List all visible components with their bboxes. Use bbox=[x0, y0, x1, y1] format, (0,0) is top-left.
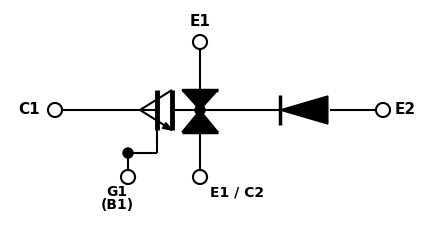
Polygon shape bbox=[181, 90, 218, 110]
Polygon shape bbox=[123, 148, 133, 158]
Polygon shape bbox=[181, 110, 218, 132]
Text: G1: G1 bbox=[106, 185, 127, 199]
Text: (B1): (B1) bbox=[100, 198, 133, 212]
Polygon shape bbox=[162, 123, 172, 130]
Text: E2: E2 bbox=[394, 102, 415, 117]
Polygon shape bbox=[280, 96, 327, 124]
Text: E1 / C2: E1 / C2 bbox=[209, 185, 264, 199]
Polygon shape bbox=[194, 105, 205, 115]
Text: C1: C1 bbox=[18, 102, 40, 117]
Text: E1: E1 bbox=[189, 14, 210, 29]
